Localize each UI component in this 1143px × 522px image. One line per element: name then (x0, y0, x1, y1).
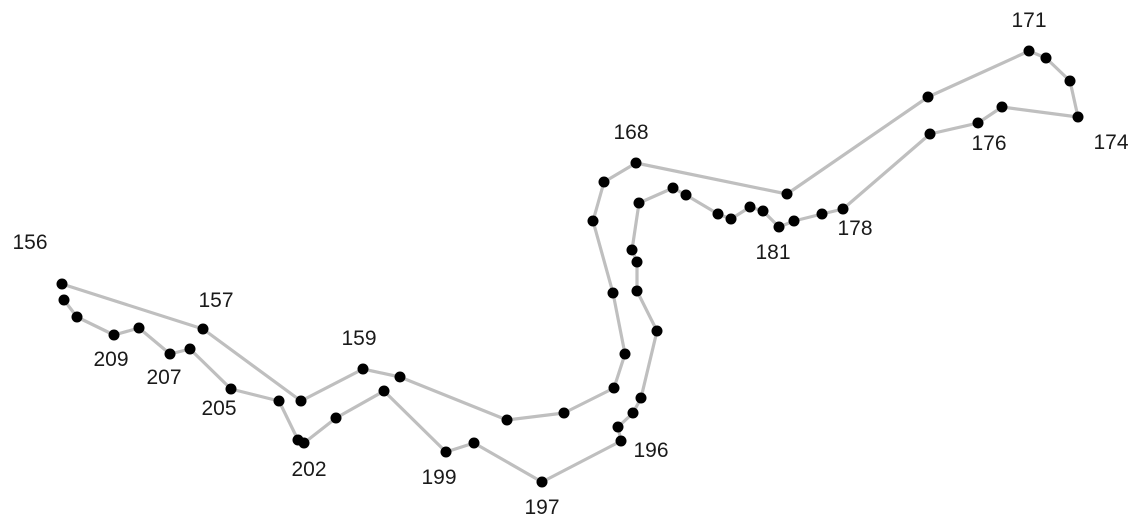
node-label-181: 181 (755, 241, 790, 264)
route-node (394, 371, 406, 383)
node-label-207: 207 (146, 366, 181, 389)
route-node (608, 382, 620, 394)
route-node (1040, 52, 1052, 64)
route-node (612, 421, 624, 433)
route-node (631, 285, 643, 297)
route-node (292, 434, 304, 446)
route-line (60, 49, 1080, 484)
route-node (1023, 45, 1035, 57)
label-group: 156 157 159 168 171 174 176 178 181 196 … (12, 9, 1128, 519)
route-node (536, 476, 548, 488)
node-label-196: 196 (633, 439, 668, 462)
route-node (197, 323, 209, 335)
route-node (633, 197, 645, 209)
node-label-178: 178 (837, 217, 872, 240)
route-node (615, 435, 627, 447)
route-node (631, 256, 643, 268)
route-node (773, 221, 785, 233)
route-node (56, 278, 68, 290)
route-node (607, 287, 619, 299)
route-node (295, 395, 307, 407)
route-node (651, 325, 663, 337)
route-node (725, 213, 737, 225)
route-node (598, 176, 610, 188)
node-label-202: 202 (291, 458, 326, 481)
route-node (558, 407, 570, 419)
route-node (501, 414, 513, 426)
route-node (619, 348, 631, 360)
node-label-159: 159 (341, 327, 376, 350)
route-node (587, 215, 599, 227)
node-label-176: 176 (971, 132, 1006, 155)
route-node (837, 203, 849, 215)
route-node (468, 437, 480, 449)
node-label-209: 209 (93, 348, 128, 371)
node-label-197: 197 (524, 496, 559, 519)
route-node (330, 412, 342, 424)
route-node (744, 201, 756, 213)
route-node (757, 205, 769, 217)
route-node (630, 157, 642, 169)
route-node (164, 348, 176, 360)
route-node (924, 128, 936, 140)
node-label-168: 168 (613, 121, 648, 144)
route-node (626, 244, 638, 256)
node-group (56, 45, 1084, 488)
route-node (788, 215, 800, 227)
route-node (667, 182, 679, 194)
route-node (972, 117, 984, 129)
route-node (996, 101, 1008, 113)
route-node (922, 91, 934, 103)
route-node (1064, 75, 1076, 87)
node-label-157: 157 (198, 289, 233, 312)
route-node (680, 189, 692, 201)
node-label-199: 199 (421, 466, 456, 489)
route-node (58, 294, 70, 306)
route-node (273, 395, 285, 407)
route-node (225, 383, 237, 395)
route-node (108, 329, 120, 341)
node-label-171: 171 (1011, 9, 1046, 32)
route-node (378, 385, 390, 397)
route-node (712, 208, 724, 220)
route-node (133, 322, 145, 334)
node-label-174: 174 (1093, 131, 1128, 154)
node-label-156: 156 (12, 231, 47, 254)
route-node (635, 392, 647, 404)
route-node (184, 343, 196, 355)
route-node (71, 311, 83, 323)
node-label-205: 205 (201, 397, 236, 420)
route-node (781, 188, 793, 200)
route-node (440, 446, 452, 458)
route-node (627, 407, 639, 419)
route-node (816, 208, 828, 220)
route-node (1072, 111, 1084, 123)
route-node (357, 363, 369, 375)
